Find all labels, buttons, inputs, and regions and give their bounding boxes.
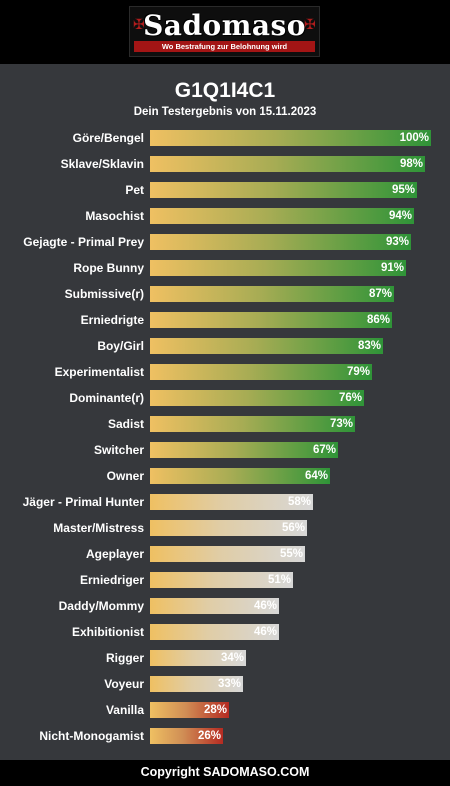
value-label: 87% [368, 288, 392, 300]
value-label: 28% [203, 704, 227, 716]
category-label: Erniedriger [79, 573, 144, 587]
result-bar [150, 442, 338, 458]
category-label: Masochist [85, 209, 144, 223]
result-bar [150, 208, 414, 224]
category-label: Pet [125, 183, 144, 197]
category-label: Owner [106, 469, 144, 483]
chart-subtitle: Dein Testergebnis von 15.11.2023 [133, 106, 317, 118]
value-label: 46% [253, 626, 277, 638]
category-label: Gejagte - Primal Prey [23, 235, 144, 249]
category-label: Ageplayer [85, 547, 144, 561]
value-label: 83% [357, 340, 381, 352]
footer-bar: Copyright SADOMASO.COM [0, 760, 450, 786]
category-label: Rope Bunny [73, 261, 144, 275]
header-bar: ✠ Sadomaso ✠ Wo Bestrafung zur Belohnung… [0, 0, 450, 64]
value-label: 95% [391, 184, 415, 196]
result-bar [150, 650, 246, 666]
category-label: Göre/Bengel [72, 131, 144, 145]
value-label: 58% [287, 496, 311, 508]
category-label: Jäger - Primal Hunter [22, 495, 144, 509]
logo-tagline: Wo Bestrafung zur Belohnung wird [134, 41, 315, 52]
category-label: Voyeur [104, 677, 144, 691]
result-bar [150, 546, 305, 562]
category-label: Sklave/Sklavin [60, 157, 144, 171]
value-label: 46% [253, 600, 277, 612]
category-label: Switcher [93, 443, 144, 457]
logo-ornament-icon: ✠ [133, 16, 145, 32]
result-bar [150, 390, 364, 406]
value-label: 94% [388, 210, 412, 222]
category-label: Experimentalist [54, 365, 144, 379]
value-label: 56% [281, 522, 305, 534]
result-bar [150, 572, 293, 588]
category-label: Daddy/Mommy [58, 599, 144, 613]
category-label: Submissive(r) [64, 287, 144, 301]
chart-title: G1Q1I4C1 [174, 79, 276, 102]
result-bar [150, 624, 279, 640]
result-bar [150, 182, 417, 198]
category-label: Sadist [107, 417, 144, 431]
result-bar [150, 286, 394, 302]
value-label: 100% [399, 132, 429, 144]
value-label: 98% [399, 158, 423, 170]
category-label: Exhibitionist [72, 625, 144, 639]
result-bar [150, 364, 372, 380]
value-label: 91% [380, 262, 404, 274]
result-bar [150, 260, 406, 276]
category-label: Boy/Girl [97, 339, 144, 353]
value-label: 86% [366, 314, 390, 326]
result-bar [150, 130, 431, 146]
value-label: 79% [346, 366, 370, 378]
category-label: Vanilla [105, 703, 144, 717]
category-label: Master/Mistress [53, 521, 144, 535]
value-label: 33% [217, 678, 241, 690]
value-label: 55% [279, 548, 303, 560]
result-bar [150, 728, 223, 744]
result-bar [150, 338, 383, 354]
copyright-text: Copyright SADOMASO.COM [140, 765, 310, 779]
value-label: 76% [338, 392, 362, 404]
result-bar [150, 312, 392, 328]
result-bar [150, 520, 307, 536]
category-label: Nicht-Monogamist [39, 729, 144, 743]
value-label: 26% [197, 730, 221, 742]
result-bar [150, 676, 243, 692]
result-bar [150, 156, 425, 172]
value-label: 51% [267, 574, 291, 586]
site-logo[interactable]: ✠ Sadomaso ✠ Wo Bestrafung zur Belohnung… [129, 6, 320, 57]
value-label: 73% [329, 418, 353, 430]
result-bar [150, 416, 355, 432]
value-label: 34% [220, 652, 244, 664]
result-bar [150, 234, 411, 250]
category-label: Rigger [105, 651, 144, 665]
category-label: Dominante(r) [69, 391, 144, 405]
category-label: Erniedrigte [80, 313, 144, 327]
logo-ornament-icon: ✠ [304, 16, 316, 32]
value-label: 93% [385, 236, 409, 248]
result-bar [150, 702, 229, 718]
result-bar [150, 468, 330, 484]
logo-text: Sadomaso [143, 9, 306, 42]
value-label: 67% [312, 444, 336, 456]
result-bar [150, 598, 279, 614]
value-label: 64% [304, 470, 328, 482]
result-bar [150, 494, 313, 510]
